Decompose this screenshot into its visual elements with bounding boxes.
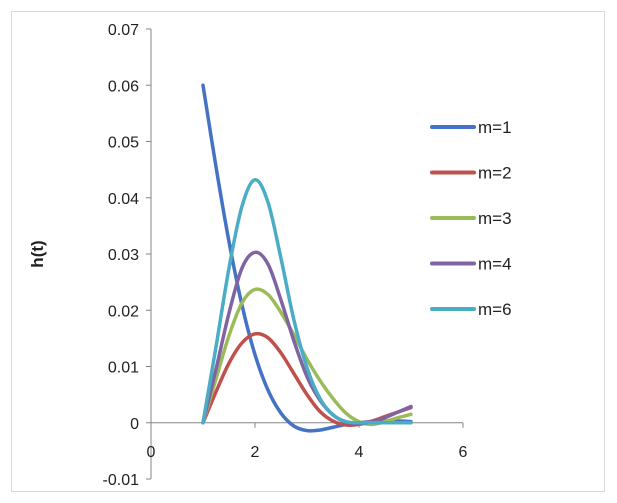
tick-labels: -0.01 0 0.01 0.02 0.03 0.04 0.05 0.06 0.07 0 2 4 6 — [103, 22, 468, 489]
x-tick-label: 4 — [355, 444, 364, 461]
legend-label: m=1 — [478, 118, 512, 137]
series-lines — [201, 83, 413, 433]
y-tick-label: -0.01 — [103, 472, 140, 489]
y-tick-label: 0.02 — [108, 303, 139, 320]
legend-label: m=2 — [478, 164, 512, 183]
chart-frame — [11, 11, 605, 492]
y-tick-label: 0.01 — [108, 360, 139, 377]
legend-label: m=4 — [478, 255, 512, 274]
y-tick-label: 0.06 — [108, 78, 139, 95]
legend-label: m=3 — [478, 209, 512, 228]
legend: m=1 m=2 m=3 m=4 m=6 — [430, 118, 512, 319]
y-tick-label: 0.04 — [108, 191, 139, 208]
y-tick-label: 0.07 — [108, 22, 139, 39]
series-line-m4 — [201, 250, 413, 426]
series-line-m6 — [201, 178, 413, 425]
y-tick-label: 0 — [130, 416, 139, 433]
y-tick-label: 0.03 — [108, 247, 139, 264]
x-tick-label: 0 — [147, 444, 156, 461]
y-axis-label: h(t) — [28, 240, 47, 267]
legend-label: m=6 — [478, 300, 512, 319]
x-tick-label: 6 — [459, 444, 468, 461]
y-tick-label: 0.05 — [108, 135, 139, 152]
x-tick-label: 2 — [251, 444, 260, 461]
axes — [146, 28, 464, 480]
